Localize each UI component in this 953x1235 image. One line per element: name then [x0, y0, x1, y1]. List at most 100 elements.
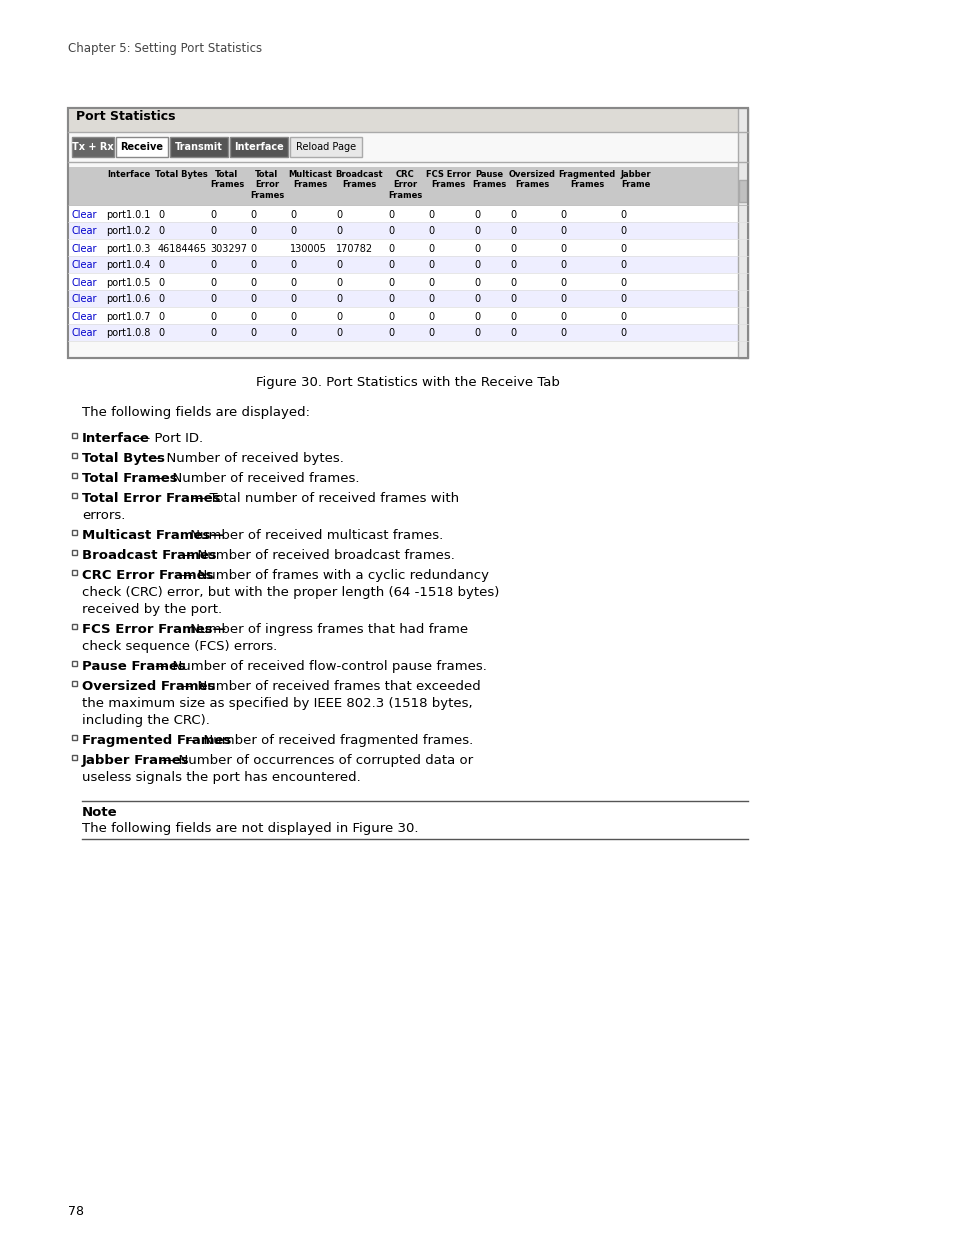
Text: Transmit: Transmit: [175, 142, 223, 152]
Text: 0: 0: [388, 210, 394, 220]
Bar: [71, 452, 77, 457]
Text: 0: 0: [158, 278, 164, 288]
Text: Clear: Clear: [71, 278, 97, 288]
Text: 0: 0: [510, 311, 516, 321]
Text: 0: 0: [388, 261, 394, 270]
Text: 0: 0: [619, 210, 625, 220]
Text: 0: 0: [474, 210, 479, 220]
Text: Number of received multicast frames.: Number of received multicast frames.: [186, 529, 442, 542]
Text: 0: 0: [474, 261, 479, 270]
Text: 0: 0: [619, 294, 625, 305]
Text: the maximum size as specified by IEEE 802.3 (1518 bytes,: the maximum size as specified by IEEE 80…: [82, 697, 472, 710]
Bar: [71, 137, 113, 157]
Text: 0: 0: [388, 278, 394, 288]
Text: 0: 0: [210, 210, 216, 220]
Text: errors.: errors.: [82, 509, 125, 522]
Text: Receive: Receive: [120, 142, 163, 152]
Text: 0: 0: [428, 226, 434, 236]
Text: The following fields are not displayed in Figure 30.: The following fields are not displayed i…: [82, 823, 418, 835]
Text: 0: 0: [428, 210, 434, 220]
Bar: [71, 473, 77, 478]
Text: 0: 0: [250, 261, 255, 270]
Text: 0: 0: [250, 311, 255, 321]
Text: 0: 0: [388, 311, 394, 321]
Bar: [68, 107, 747, 132]
Text: including the CRC).: including the CRC).: [82, 714, 210, 727]
Text: Total
Frames: Total Frames: [210, 170, 244, 189]
Text: check sequence (FCS) errors.: check sequence (FCS) errors.: [82, 640, 277, 653]
Text: 0: 0: [290, 226, 295, 236]
Text: Tx + Rx: Tx + Rx: [72, 142, 113, 152]
Text: Interface: Interface: [108, 170, 151, 179]
Text: 0: 0: [619, 261, 625, 270]
Text: Port Statistics: Port Statistics: [76, 110, 175, 124]
Text: 0: 0: [335, 329, 342, 338]
Bar: [71, 735, 77, 740]
Text: 0: 0: [290, 210, 295, 220]
Text: 0: 0: [619, 278, 625, 288]
Text: 0: 0: [158, 329, 164, 338]
Text: 0: 0: [158, 210, 164, 220]
Text: 0: 0: [559, 226, 565, 236]
Text: — Number of received fragmented frames.: — Number of received fragmented frames.: [186, 734, 473, 747]
Text: 0: 0: [559, 210, 565, 220]
Text: 0: 0: [510, 294, 516, 305]
Text: 0: 0: [510, 329, 516, 338]
Text: Fragmented
Frames: Fragmented Frames: [558, 170, 615, 189]
Text: Clear: Clear: [71, 261, 97, 270]
Text: Number of ingress frames that had frame: Number of ingress frames that had frame: [186, 622, 467, 636]
Text: 0: 0: [510, 243, 516, 253]
Text: FCS Error
Frames: FCS Error Frames: [425, 170, 470, 189]
Text: 0: 0: [619, 243, 625, 253]
Bar: [71, 569, 77, 574]
Text: FCS Error Frames—: FCS Error Frames—: [82, 622, 226, 636]
Text: Jabber Frames: Jabber Frames: [82, 755, 190, 767]
Bar: [68, 324, 747, 341]
Bar: [68, 290, 747, 308]
Text: 0: 0: [559, 278, 565, 288]
Text: — Number of received flow-control pause frames.: — Number of received flow-control pause …: [155, 659, 487, 673]
Text: Total
Error
Frames: Total Error Frames: [250, 170, 284, 200]
Text: useless signals the port has encountered.: useless signals the port has encountered…: [82, 771, 360, 784]
Text: 0: 0: [210, 226, 216, 236]
Text: Clear: Clear: [71, 329, 97, 338]
Text: 0: 0: [474, 226, 479, 236]
Bar: [71, 432, 77, 437]
Text: Total Frames: Total Frames: [82, 472, 177, 485]
Text: port1.0.8: port1.0.8: [106, 329, 151, 338]
Text: 0: 0: [250, 329, 255, 338]
Text: 0: 0: [474, 278, 479, 288]
Bar: [68, 107, 747, 358]
Text: 0: 0: [290, 294, 295, 305]
Text: Oversized Frames: Oversized Frames: [82, 680, 215, 693]
Text: Pause
Frames: Pause Frames: [472, 170, 506, 189]
Bar: [68, 222, 747, 240]
Text: 0: 0: [619, 329, 625, 338]
Text: 0: 0: [428, 261, 434, 270]
Text: 0: 0: [510, 278, 516, 288]
Text: 0: 0: [158, 294, 164, 305]
Text: 303297: 303297: [210, 243, 247, 253]
Text: Interface: Interface: [82, 432, 150, 445]
Text: 0: 0: [559, 311, 565, 321]
Text: port1.0.1: port1.0.1: [106, 210, 151, 220]
Text: 0: 0: [474, 311, 479, 321]
Text: 0: 0: [428, 311, 434, 321]
Text: 0: 0: [510, 261, 516, 270]
Text: 0: 0: [388, 243, 394, 253]
Text: 0: 0: [474, 329, 479, 338]
Text: — Number of received frames that exceeded: — Number of received frames that exceede…: [179, 680, 480, 693]
Text: 0: 0: [510, 226, 516, 236]
Text: — Number of frames with a cyclic redundancy: — Number of frames with a cyclic redunda…: [179, 569, 488, 582]
Text: port1.0.5: port1.0.5: [106, 278, 151, 288]
Bar: [230, 137, 288, 157]
Bar: [68, 167, 747, 205]
Text: 0: 0: [210, 261, 216, 270]
Text: 0: 0: [210, 294, 216, 305]
Text: — Number of occurrences of corrupted data or: — Number of occurrences of corrupted dat…: [161, 755, 473, 767]
Bar: [739, 180, 746, 203]
Text: Clear: Clear: [71, 294, 97, 305]
Bar: [71, 550, 77, 555]
Text: Figure 30. Port Statistics with the Receive Tab: Figure 30. Port Statistics with the Rece…: [255, 375, 559, 389]
Text: port1.0.4: port1.0.4: [106, 261, 151, 270]
